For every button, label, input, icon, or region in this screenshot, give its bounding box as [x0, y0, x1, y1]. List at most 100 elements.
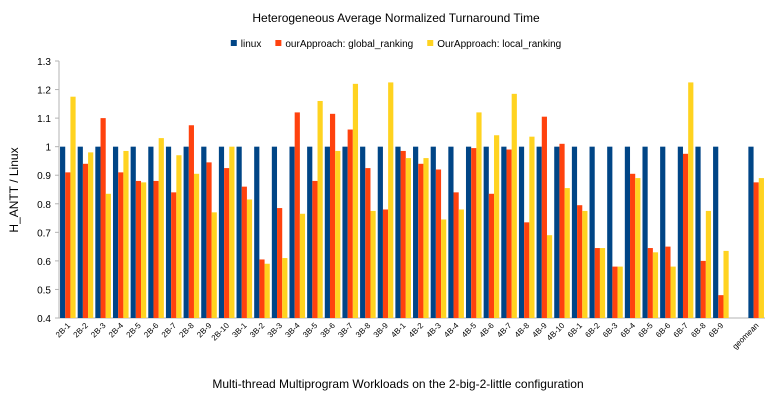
x-tick-label: 4B-8 — [513, 321, 532, 340]
bar — [594, 248, 600, 318]
bar — [95, 146, 101, 318]
bar — [536, 146, 542, 318]
bar — [723, 250, 729, 318]
bar — [246, 199, 253, 318]
x-tick-label: 6B-5 — [636, 321, 655, 340]
y-tick-label: 0.8 — [37, 200, 51, 211]
x-tick-label: 2B-4 — [107, 321, 126, 340]
x-tick-label: 4B-10 — [545, 321, 567, 343]
x-tick-label: 3B-8 — [354, 321, 373, 340]
bar — [559, 143, 565, 318]
x-tick-label: 6B-4 — [619, 321, 638, 340]
bar — [458, 209, 464, 318]
y-tick-label: 0.4 — [37, 314, 51, 325]
bar — [395, 146, 401, 318]
bar — [635, 178, 641, 318]
y-tick-label: 1.2 — [37, 86, 51, 97]
bar — [377, 146, 383, 318]
bar — [660, 146, 666, 318]
bar — [335, 150, 341, 318]
bar — [211, 212, 217, 318]
bar — [400, 150, 406, 318]
bar — [682, 153, 689, 318]
bar — [365, 168, 371, 318]
bar — [105, 193, 111, 318]
legend-swatch — [230, 40, 237, 46]
x-axis-title: Multi-thread Multiprogram Workloads on t… — [212, 377, 583, 391]
x-tick-label: 4B-4 — [442, 321, 461, 340]
bar — [277, 208, 283, 318]
bar — [529, 136, 535, 318]
bar — [476, 112, 482, 319]
bar — [483, 146, 489, 318]
bar — [705, 210, 712, 318]
x-tick-label: 4B-3 — [425, 321, 444, 340]
bar — [264, 263, 270, 318]
legend-swatch — [427, 40, 434, 46]
bar — [70, 96, 76, 318]
bar — [448, 146, 454, 318]
bar — [317, 100, 323, 318]
x-tick-label: 2B-2 — [72, 321, 91, 340]
bar — [607, 146, 613, 318]
bar — [342, 146, 348, 318]
x-tick-label: 2B-7 — [160, 321, 179, 340]
x-tick-label: 4B-5 — [460, 321, 479, 340]
bar — [518, 146, 525, 318]
bar — [612, 266, 618, 318]
y-tick-label: 1.3 — [37, 57, 51, 68]
x-tick-label: 3B-4 — [283, 321, 302, 340]
x-tick-label: 3B-2 — [248, 321, 267, 340]
bar — [700, 260, 706, 318]
bar — [418, 163, 424, 318]
bar — [599, 248, 606, 318]
y-tick-label: 0.6 — [37, 257, 51, 268]
x-tick-label: 3B-1 — [230, 321, 249, 340]
bar — [665, 246, 671, 318]
bar — [435, 169, 442, 318]
bar — [405, 158, 411, 318]
bar — [135, 180, 142, 318]
x-tick-label: 6B-2 — [583, 321, 602, 340]
bar — [88, 152, 94, 318]
bar — [688, 82, 694, 319]
bar — [624, 146, 631, 318]
bar — [758, 178, 764, 318]
bar — [307, 146, 313, 318]
bar — [647, 248, 653, 318]
x-tick-label: 6B-1 — [566, 321, 585, 340]
bar — [753, 182, 759, 318]
x-tick-label: 2B-6 — [142, 321, 161, 340]
bar — [388, 82, 394, 319]
bar — [218, 146, 225, 318]
bar — [123, 150, 129, 318]
bar — [82, 163, 89, 318]
x-tick-label: 3B-7 — [336, 321, 355, 340]
bar — [577, 205, 583, 318]
bar — [524, 222, 530, 318]
bar — [312, 180, 318, 318]
bar — [564, 188, 570, 318]
bar — [224, 168, 230, 318]
bar — [382, 209, 389, 318]
x-tick-label: 6B-9 — [707, 321, 726, 340]
bar — [441, 219, 447, 318]
x-tick-label: 6B-7 — [672, 321, 691, 340]
bar — [60, 146, 66, 318]
bar — [541, 116, 547, 318]
x-tick-label: 4B-2 — [407, 321, 426, 340]
bar — [352, 83, 359, 318]
bar — [718, 295, 724, 318]
bar — [642, 146, 648, 318]
legend-label: linux — [241, 39, 262, 50]
bar — [506, 149, 512, 318]
bar — [465, 146, 472, 318]
bar — [259, 259, 265, 318]
bar — [241, 186, 247, 318]
bar — [193, 173, 200, 318]
bar — [282, 258, 288, 318]
bar — [188, 125, 194, 318]
x-tick-label: 3B-9 — [372, 321, 391, 340]
x-tick-label: 2B-5 — [125, 321, 144, 340]
